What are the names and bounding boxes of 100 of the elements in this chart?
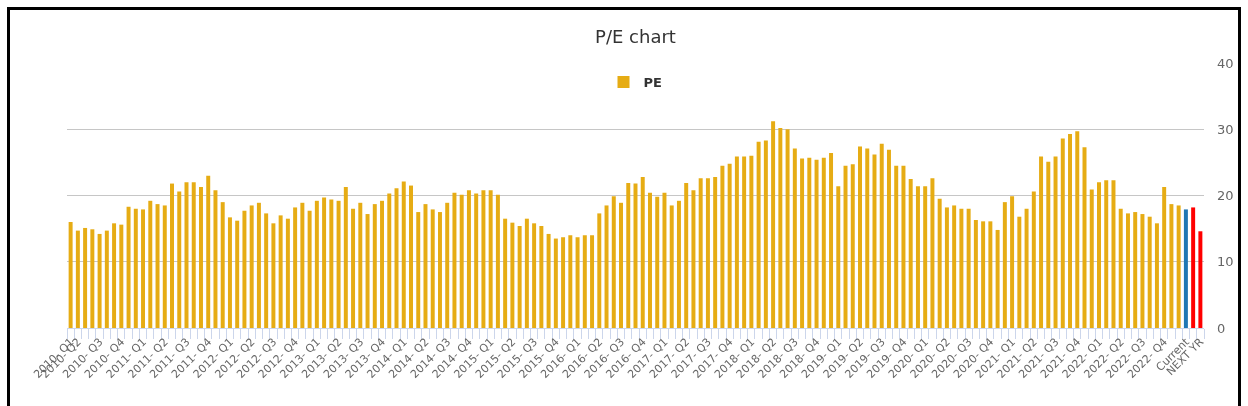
bar: [568, 235, 573, 328]
bar: [466, 190, 471, 328]
bar: [503, 218, 508, 328]
bar: [148, 200, 153, 328]
bar: [655, 196, 660, 328]
bar: [879, 143, 884, 328]
bar: [1082, 147, 1087, 328]
bar: [727, 163, 732, 328]
bar: [517, 225, 522, 328]
bar: [944, 207, 949, 328]
bar: [553, 238, 558, 328]
bar: [1075, 131, 1080, 328]
legend-label: PE: [643, 74, 662, 90]
bar: [662, 192, 667, 328]
bar: [640, 176, 645, 328]
bar: [1154, 223, 1159, 328]
bar: [271, 223, 276, 328]
bar: [829, 153, 834, 328]
bar: [1133, 212, 1138, 328]
bar: [83, 227, 88, 328]
bar: [561, 237, 566, 328]
bar: [763, 140, 768, 328]
bar: [524, 218, 529, 328]
bar: [647, 192, 652, 328]
bar: [778, 127, 783, 328]
bar: [170, 183, 174, 328]
bar: [119, 224, 124, 328]
bar: [792, 148, 797, 328]
bar: [300, 202, 305, 328]
bar: [908, 178, 913, 328]
bar: [582, 235, 587, 328]
bar: [380, 200, 385, 328]
bar: [886, 149, 891, 328]
bar: [198, 186, 203, 328]
bar: [1002, 202, 1007, 328]
bar: [256, 202, 261, 328]
bar: [1060, 138, 1065, 328]
bar: [532, 223, 537, 328]
bar: [423, 204, 428, 328]
bar: [619, 202, 624, 328]
bar: [1125, 213, 1130, 328]
bar: [937, 198, 942, 328]
bar: [1031, 191, 1036, 328]
bar: [90, 229, 95, 328]
bar: [611, 196, 616, 328]
bar: [575, 237, 580, 328]
bar: [322, 197, 327, 328]
bar: [177, 191, 182, 328]
bar: [1039, 156, 1044, 328]
bar: [1191, 207, 1196, 328]
bar: [807, 157, 812, 328]
bar: [510, 222, 515, 328]
bar: [742, 156, 747, 328]
bar: [865, 148, 870, 328]
bar: [242, 210, 247, 328]
y-tick-label: 0: [1217, 320, 1226, 336]
bar: [191, 182, 196, 328]
bar: [343, 186, 348, 328]
bar: [858, 146, 862, 328]
bar: [1068, 133, 1073, 328]
bar: [409, 185, 413, 328]
bar: [1198, 231, 1203, 328]
bar: [800, 158, 805, 328]
bar: [1111, 180, 1116, 328]
bar: [821, 157, 826, 328]
bar: [372, 204, 377, 328]
bar: [1097, 182, 1101, 328]
bar: [416, 212, 421, 328]
bar: [604, 205, 609, 328]
bar: [488, 190, 493, 328]
bar: [97, 233, 102, 328]
bar: [894, 165, 899, 328]
bar: [930, 178, 935, 328]
y-tick-label: 40: [1217, 55, 1234, 71]
bar: [713, 176, 718, 328]
bar: [590, 235, 595, 328]
bar: [1162, 186, 1167, 328]
bar: [141, 209, 146, 328]
bar: [437, 212, 442, 328]
bar: [112, 223, 117, 328]
bar: [966, 208, 971, 328]
bar: [1140, 214, 1145, 328]
bar: [988, 221, 993, 328]
bar: [235, 220, 240, 328]
bar: [626, 182, 631, 328]
bar: [1104, 180, 1109, 328]
bar: [495, 194, 500, 328]
bar: [923, 186, 928, 328]
bar: [227, 217, 232, 328]
bar: [307, 210, 312, 328]
y-tick-label: 30: [1217, 121, 1234, 137]
bar: [676, 200, 681, 328]
bar: [387, 193, 392, 328]
bar: [1169, 204, 1174, 328]
bar: [213, 190, 218, 328]
bar: [75, 230, 80, 328]
bar: [995, 229, 1000, 328]
bar: [756, 141, 761, 328]
bar: [278, 215, 283, 328]
bar: [901, 165, 906, 328]
